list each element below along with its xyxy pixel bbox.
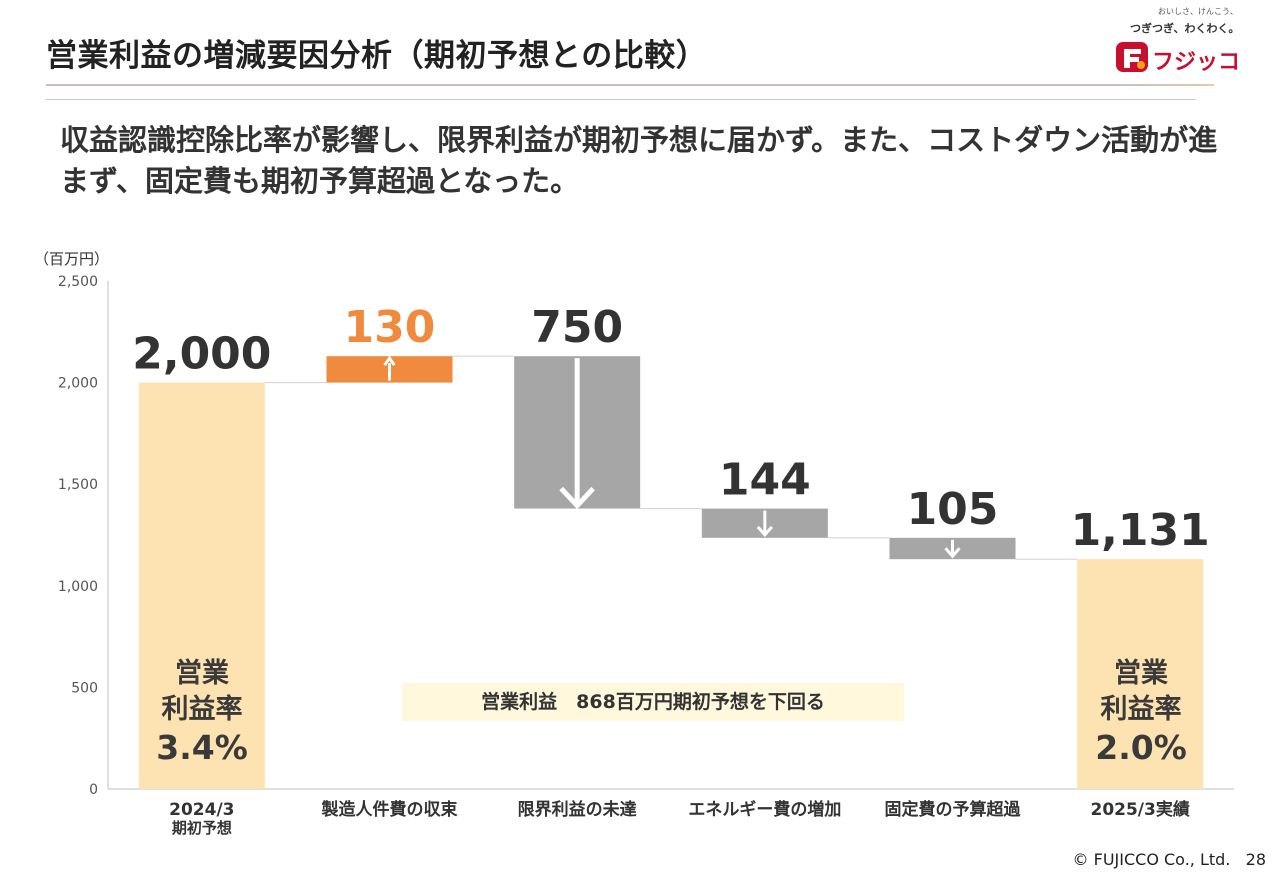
margin-label-line1: 営業: [1114, 658, 1168, 689]
bar-value-label: 750: [531, 302, 623, 353]
bar-value-label: 2,000: [132, 329, 271, 380]
y-tick-label: 1,500: [58, 477, 98, 493]
x-category-label: 限界利益の未達: [518, 799, 637, 820]
margin-label-line2: 利益率: [1100, 694, 1182, 725]
logo-wordmark: フジッコ: [1152, 50, 1241, 75]
bar-value-label: 130: [344, 302, 436, 353]
bar-value-label: 105: [907, 484, 999, 535]
operating-margin-label-end: 営業 利益率 2.0%: [1078, 656, 1204, 768]
down-arrow-head-icon: [756, 525, 773, 538]
bar: [1077, 559, 1204, 789]
x-category-label: 固定費の予算超過: [885, 799, 1022, 820]
bar-value-label: 1,131: [1071, 505, 1210, 556]
y-tick-label: 2,500: [58, 274, 98, 290]
title-divider-thin: [46, 99, 1196, 100]
title-divider: [46, 84, 1214, 86]
summary-callout: 営業利益 868百万円期初予想を下回る: [402, 683, 904, 721]
headline-message: 収益認識控除比率が影響し、限界利益が期初予想に届かず。また、コストダウン活動が進…: [60, 123, 1218, 198]
operating-margin-label-start: 営業 利益率 3.4%: [139, 656, 265, 768]
y-axis-unit: （百万円）: [34, 250, 110, 268]
margin-value: 2.0%: [1095, 728, 1187, 767]
y-tick-label: 2,000: [58, 376, 98, 392]
x-category-label: 2025/3実績: [1090, 799, 1189, 820]
logo-mark-icon: [1116, 42, 1148, 72]
copyright: © FUJICCO Co., Ltd.: [1072, 850, 1231, 869]
down-arrow-head-icon: [559, 486, 595, 510]
x-category-label: 製造人件費の収束: [321, 799, 458, 820]
company-logo: おいしさ、けんこう、 つぎつぎ、わくわく。 フジッコ: [1110, 6, 1240, 76]
y-tick-label: 1,000: [58, 579, 98, 595]
margin-label-line1: 営業: [175, 658, 229, 689]
margin-label-line2: 利益率: [161, 694, 243, 725]
page-title: 営業利益の増減要因分析（期初予想との比較）: [46, 38, 708, 74]
x-category-label: 期初予想: [172, 819, 232, 837]
footer: © FUJICCO Co., Ltd. 28: [1073, 850, 1266, 869]
y-tick-label: 500: [71, 680, 98, 696]
page-number: 28: [1245, 850, 1266, 869]
logo-tagline-top: おいしさ、けんこう、: [1158, 7, 1238, 16]
down-arrow-head-icon: [944, 547, 961, 559]
summary-callout-text: 営業利益 868百万円期初予想を下回る: [481, 691, 825, 713]
bar: [138, 382, 265, 789]
up-arrow-head-icon: [383, 355, 396, 367]
margin-value: 3.4%: [156, 728, 248, 767]
bar-value-label: 144: [719, 455, 811, 506]
x-category-label: 2024/3: [169, 800, 234, 820]
logo-tagline: つぎつぎ、わくわく。: [1130, 22, 1240, 35]
x-category-label: エネルギー費の増加: [688, 799, 841, 820]
y-tick-label: 0: [89, 782, 98, 798]
